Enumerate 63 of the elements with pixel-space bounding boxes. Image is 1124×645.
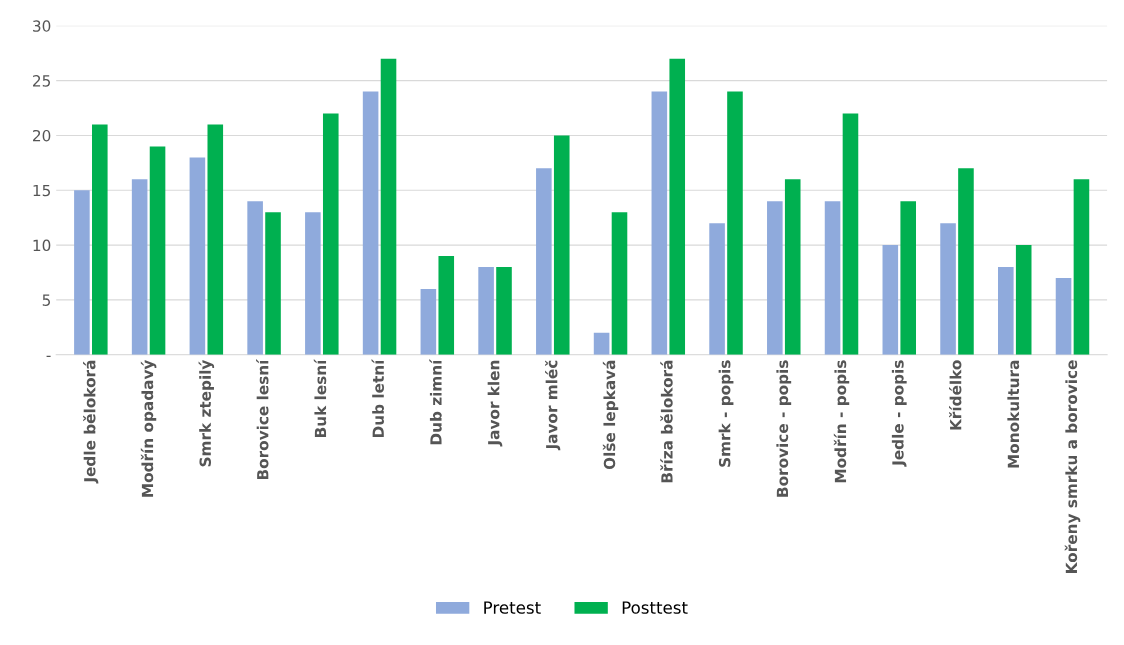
x-tick-label: Kořeny smrku a borovice — [1064, 360, 1081, 573]
bar — [131, 179, 148, 355]
bar — [536, 168, 552, 355]
legend-label: Posttest — [622, 601, 688, 614]
bar — [265, 212, 281, 355]
bar — [420, 288, 437, 355]
bar — [651, 91, 668, 355]
bar — [380, 58, 397, 355]
x-tick-label: Modřín opadavý — [140, 359, 157, 497]
bar — [553, 135, 570, 355]
x-tick-label: Monokultura — [1007, 360, 1020, 468]
bar — [189, 157, 206, 355]
legend-label: Pretest — [484, 601, 541, 614]
bar — [305, 212, 321, 355]
x-tick-label: Javor mléč — [545, 360, 561, 451]
bar — [940, 223, 956, 355]
bar — [669, 58, 686, 355]
x-tick-label: Jedle bělokorá — [83, 360, 99, 484]
y-tick-label: 30 — [33, 20, 51, 32]
y-tick-label: 25 — [33, 75, 50, 87]
y-tick-label: 10 — [33, 239, 51, 252]
x-tick-label: Dub letní — [371, 358, 384, 438]
bar — [74, 190, 90, 355]
bar — [958, 168, 974, 355]
bar — [496, 267, 512, 355]
x-tick-label: Bříza bělokorá — [660, 360, 673, 483]
x-tick-label: Olše lepkavá — [602, 360, 619, 470]
bar — [438, 256, 455, 355]
x-tick-label: Buk lesní — [313, 358, 327, 438]
y-tick-label: 5 — [42, 294, 50, 306]
bar — [478, 267, 494, 355]
bar — [727, 91, 743, 355]
bar — [824, 201, 841, 355]
x-tick-label: Borovice - popis — [776, 360, 792, 497]
x-tick-label: Javor klen — [487, 360, 503, 447]
x-tick-label: Borovice lesní — [256, 358, 269, 480]
bar — [882, 245, 899, 355]
bar — [92, 124, 108, 355]
x-tick-label: Dub zimní — [429, 358, 442, 445]
bar — [593, 332, 610, 355]
bar — [1073, 179, 1090, 355]
bar — [998, 267, 1014, 355]
x-tick-label: Modřín - popis — [833, 360, 850, 483]
bar — [362, 91, 379, 355]
bar — [842, 113, 859, 355]
x-tick-label: Smrk ztepilý — [198, 359, 215, 467]
bar — [207, 124, 224, 355]
y-tick-label: - — [46, 355, 51, 357]
bar — [1015, 245, 1032, 355]
x-tick-label: Křídélko — [949, 360, 962, 430]
x-tick-label: Jedle - popis — [891, 360, 907, 467]
y-tick-label: 20 — [33, 129, 51, 142]
x-tick-label: Smrk - popis — [718, 360, 734, 467]
bar — [709, 223, 725, 355]
bar — [784, 179, 801, 355]
bar — [900, 201, 917, 355]
bar — [149, 146, 166, 355]
y-tick-label: 15 — [33, 184, 50, 197]
bar — [611, 212, 628, 355]
bar — [1055, 278, 1072, 355]
bar — [322, 113, 339, 355]
bar — [767, 201, 783, 355]
bar — [247, 201, 263, 355]
